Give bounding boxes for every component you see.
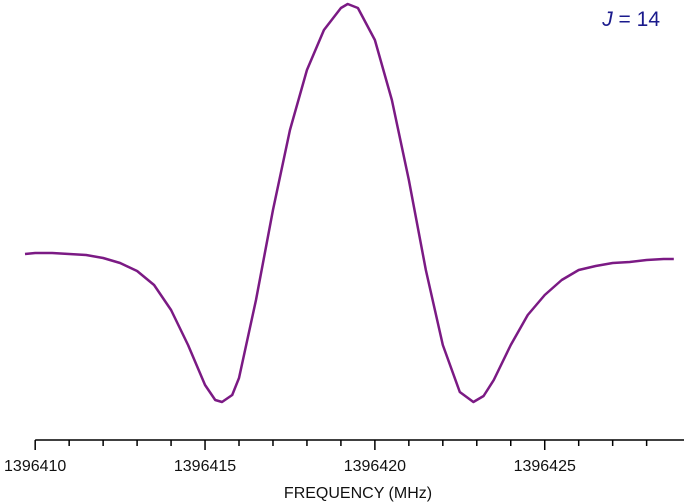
x-tick-label: 1396425 <box>514 458 576 475</box>
x-tick-label: 1396420 <box>344 458 406 475</box>
annotation: J = 14 <box>601 8 660 31</box>
data-line <box>24 2 674 404</box>
x-axis-title: FREQUENCY (MHz) <box>284 485 432 502</box>
x-tick-label: 1396410 <box>4 458 66 475</box>
x-tick-label: 1396415 <box>174 458 236 475</box>
annotation-text: = 14 <box>613 8 661 31</box>
annotation-symbol: J <box>601 8 613 31</box>
